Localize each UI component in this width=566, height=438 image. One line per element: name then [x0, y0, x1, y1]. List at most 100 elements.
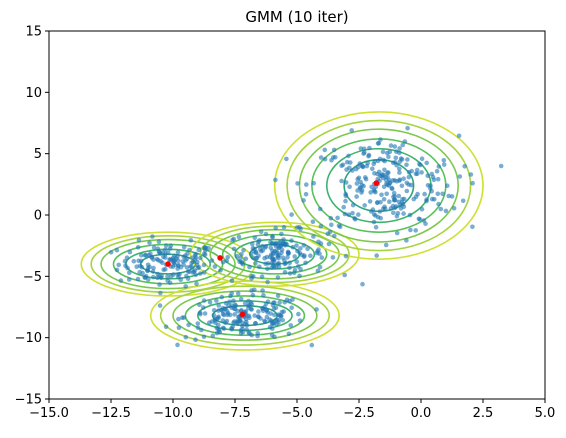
scatter-point — [276, 317, 282, 323]
scatter-point — [353, 166, 359, 172]
scatter-point — [192, 268, 197, 273]
scatter-point — [220, 318, 226, 323]
scatter-point — [413, 228, 419, 233]
scatter-point — [414, 167, 420, 173]
scatter-point — [239, 252, 244, 257]
scatter-point — [223, 300, 229, 306]
scatter-point — [256, 309, 261, 314]
scatter-point — [235, 309, 240, 314]
scatter-point — [292, 254, 298, 259]
scatter-point — [418, 162, 423, 168]
scatter-point — [346, 212, 352, 217]
scatter-point — [243, 321, 248, 327]
scatter-point — [445, 183, 450, 188]
scatter-point — [411, 196, 417, 202]
scatter-point — [435, 176, 441, 182]
scatter-point — [189, 264, 194, 269]
scatter-point — [419, 206, 425, 212]
gmm-mean-point — [217, 255, 223, 261]
scatter-point — [122, 258, 128, 264]
scatter-point — [287, 265, 292, 271]
scatter-point — [310, 219, 316, 224]
scatter-point — [231, 246, 237, 252]
scatter-point — [247, 264, 252, 270]
scatter-point — [142, 252, 148, 258]
scatter-point — [276, 255, 281, 261]
scatter-point — [268, 311, 273, 316]
scatter-point — [335, 215, 340, 221]
x-tick-label: 0.0 — [411, 406, 432, 421]
scatter-point — [135, 245, 141, 250]
scatter-point — [196, 247, 202, 253]
scatter-point — [374, 200, 380, 205]
scatter-point — [139, 252, 144, 258]
scatter-point — [404, 162, 409, 168]
scatter-point — [216, 303, 221, 308]
scatter-point — [281, 237, 286, 242]
scatter-point — [199, 327, 204, 333]
y-tick-label: −15 — [15, 393, 42, 408]
scatter-point — [415, 191, 420, 197]
scatter-point — [407, 212, 413, 218]
scatter-point — [436, 164, 442, 169]
scatter-point — [289, 212, 294, 217]
scatter-point — [246, 330, 251, 335]
scatter-point — [253, 250, 259, 256]
scatter-point — [297, 250, 303, 256]
scatter-point — [289, 238, 294, 243]
scatter-point — [174, 256, 179, 261]
scatter-point — [197, 302, 202, 308]
scatter-point — [388, 143, 394, 148]
scatter-point — [285, 254, 290, 260]
scatter-point — [398, 206, 404, 211]
x-axis: −15.0 −12.5 −10.0 −7.5 −5.0 −2.5 0.0 2.5 5.0 — [29, 399, 555, 421]
scatter-point — [231, 298, 236, 304]
scatter-point — [314, 307, 319, 312]
scatter-point — [232, 312, 237, 317]
scatter-point — [163, 324, 169, 330]
scatter-point — [201, 298, 207, 303]
scatter-point — [327, 229, 333, 235]
scatter-point — [184, 265, 190, 270]
scatter-point — [250, 255, 256, 260]
scatter-point — [275, 293, 281, 299]
scatter-point — [415, 171, 420, 177]
x-tick-label: 2.5 — [473, 406, 494, 421]
contour-line — [159, 285, 331, 346]
y-axis: −15 −10 −5 0 5 10 15 — [15, 25, 49, 408]
scatter-point — [379, 172, 385, 177]
scatter-point — [425, 173, 431, 178]
scatter-point — [303, 260, 308, 266]
scatter-point — [391, 197, 397, 203]
scatter-point — [449, 194, 455, 199]
scatter-point — [446, 193, 452, 199]
scatter-point — [436, 201, 441, 207]
scatter-point — [435, 191, 441, 197]
scatter-point — [137, 269, 142, 275]
scatter-point — [397, 146, 402, 151]
scatter-point — [176, 263, 181, 269]
scatter-point — [309, 342, 315, 348]
scatter-point — [380, 149, 386, 155]
scatter-point — [354, 194, 359, 199]
scatter-point — [276, 264, 282, 270]
scatter-point — [167, 246, 173, 251]
scatter-point — [254, 255, 260, 261]
scatter-point — [332, 233, 337, 239]
scatter-point — [231, 236, 237, 242]
scatter-point — [219, 294, 225, 300]
scatter-point — [229, 291, 234, 296]
scatter-point — [288, 323, 294, 328]
scatter-point — [239, 259, 244, 265]
scatter-point — [175, 342, 180, 348]
scatter-point — [470, 180, 475, 186]
scatter-point — [343, 193, 349, 199]
scatter-point — [303, 191, 309, 197]
x-tick-label: 5.0 — [535, 406, 556, 421]
scatter-point — [280, 317, 286, 323]
scatter-point — [343, 180, 349, 185]
scatter-point — [263, 231, 269, 237]
scatter-point — [401, 211, 406, 216]
scatter-point — [194, 281, 199, 287]
scatter-point — [176, 325, 182, 331]
